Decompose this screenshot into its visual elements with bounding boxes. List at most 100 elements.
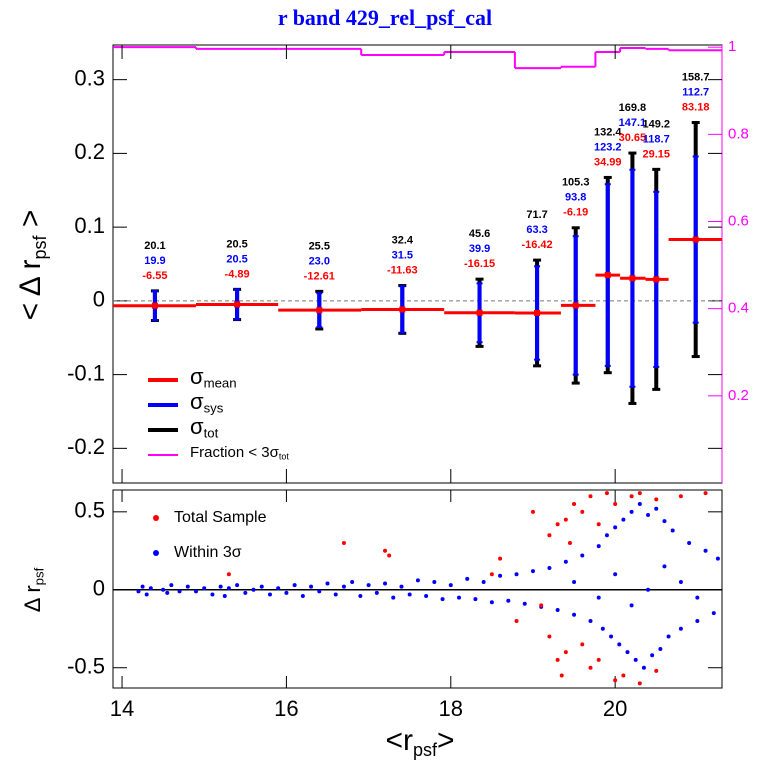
- point: [588, 665, 593, 670]
- point: [292, 583, 297, 588]
- legend-label-main: σ: [190, 364, 204, 389]
- mean-label: -6.55: [142, 270, 167, 282]
- point: [580, 509, 585, 514]
- legend-label-sub: sys: [204, 401, 224, 416]
- legend-label: σtot: [190, 414, 219, 441]
- point: [547, 533, 552, 538]
- mean-label: -12.61: [304, 270, 335, 282]
- point: [473, 597, 478, 602]
- tot-label: 169.8: [619, 102, 647, 114]
- point: [432, 579, 437, 584]
- tot-label: 20.1: [144, 240, 165, 252]
- point: [202, 586, 207, 591]
- y-axis-title-main: Δ r: [20, 585, 45, 612]
- point: [600, 626, 605, 631]
- mean-label: -6.19: [563, 207, 588, 219]
- point: [399, 584, 404, 589]
- point: [383, 548, 388, 553]
- point: [415, 578, 420, 583]
- legend-label-sub: tot: [279, 452, 290, 462]
- point: [374, 590, 379, 595]
- point: [440, 597, 445, 602]
- x-axis-title: <rpsf>: [385, 724, 454, 760]
- point: [514, 572, 519, 577]
- point: [572, 612, 577, 617]
- point: [251, 587, 256, 592]
- point: [547, 565, 552, 570]
- point: [629, 509, 634, 514]
- point: [350, 579, 355, 584]
- legend-marker: [153, 550, 159, 556]
- y2-tick-label: 0.2: [728, 387, 749, 404]
- y-tick-label: -0.1: [67, 360, 105, 385]
- point: [284, 590, 289, 595]
- point: [629, 603, 634, 608]
- point: [165, 590, 170, 595]
- point: [555, 522, 560, 527]
- point: [662, 519, 667, 524]
- point: [604, 533, 609, 538]
- mean-marker: [572, 302, 579, 309]
- point: [259, 584, 264, 589]
- point: [580, 553, 585, 558]
- y-axis-title-sub: psf: [32, 567, 47, 585]
- point: [609, 634, 614, 639]
- point: [210, 592, 215, 597]
- point: [341, 584, 346, 589]
- x-axis-title-tail: >: [437, 724, 455, 757]
- point: [194, 589, 199, 594]
- point: [358, 594, 363, 599]
- legend-label: Within 3σ: [174, 544, 242, 561]
- point: [555, 657, 560, 662]
- point: [621, 517, 626, 522]
- point: [144, 592, 149, 597]
- legend-label: σsys: [190, 389, 224, 416]
- point: [654, 668, 659, 673]
- point: [563, 517, 568, 522]
- point: [547, 634, 552, 639]
- tot-label: 149.2: [642, 118, 670, 130]
- mean-marker: [604, 272, 611, 279]
- y-tick-label: -0.2: [67, 434, 105, 459]
- point: [161, 587, 166, 592]
- point: [498, 556, 503, 561]
- mean-marker: [534, 309, 541, 316]
- point: [136, 589, 141, 594]
- point: [366, 583, 371, 588]
- mean-label: 30.65: [619, 132, 647, 144]
- point: [654, 497, 659, 502]
- mean-marker: [234, 301, 241, 308]
- point: [465, 576, 470, 581]
- mean-label: -16.42: [521, 239, 552, 251]
- x-axis-title-sub: psf: [413, 740, 438, 760]
- point: [580, 642, 585, 647]
- mean-label: 34.99: [594, 156, 622, 168]
- point: [539, 603, 544, 608]
- point: [646, 512, 651, 517]
- point: [169, 583, 174, 588]
- point: [715, 556, 720, 561]
- tot-label: 105.3: [562, 177, 590, 189]
- y-tick-label: 0.5: [74, 498, 105, 523]
- point: [572, 502, 577, 507]
- point: [613, 678, 618, 683]
- point: [613, 572, 618, 577]
- y-axis-title-tail: >: [14, 210, 47, 236]
- legend-label: Total Sample: [174, 509, 267, 526]
- point: [621, 673, 626, 678]
- point: [662, 564, 667, 569]
- point: [309, 584, 314, 589]
- x-tick-label: 16: [274, 696, 298, 721]
- mean-marker: [399, 306, 406, 313]
- point: [563, 650, 568, 655]
- point: [670, 528, 675, 533]
- point: [604, 491, 609, 496]
- mean-marker: [629, 275, 636, 282]
- legend-label-main: σ: [190, 414, 204, 439]
- tot-label: 45.6: [469, 228, 490, 240]
- y-tick-label: 0.3: [74, 65, 105, 90]
- point: [457, 595, 462, 600]
- point: [650, 653, 655, 658]
- mean-label: -11.63: [387, 264, 418, 276]
- mean-marker: [653, 276, 660, 283]
